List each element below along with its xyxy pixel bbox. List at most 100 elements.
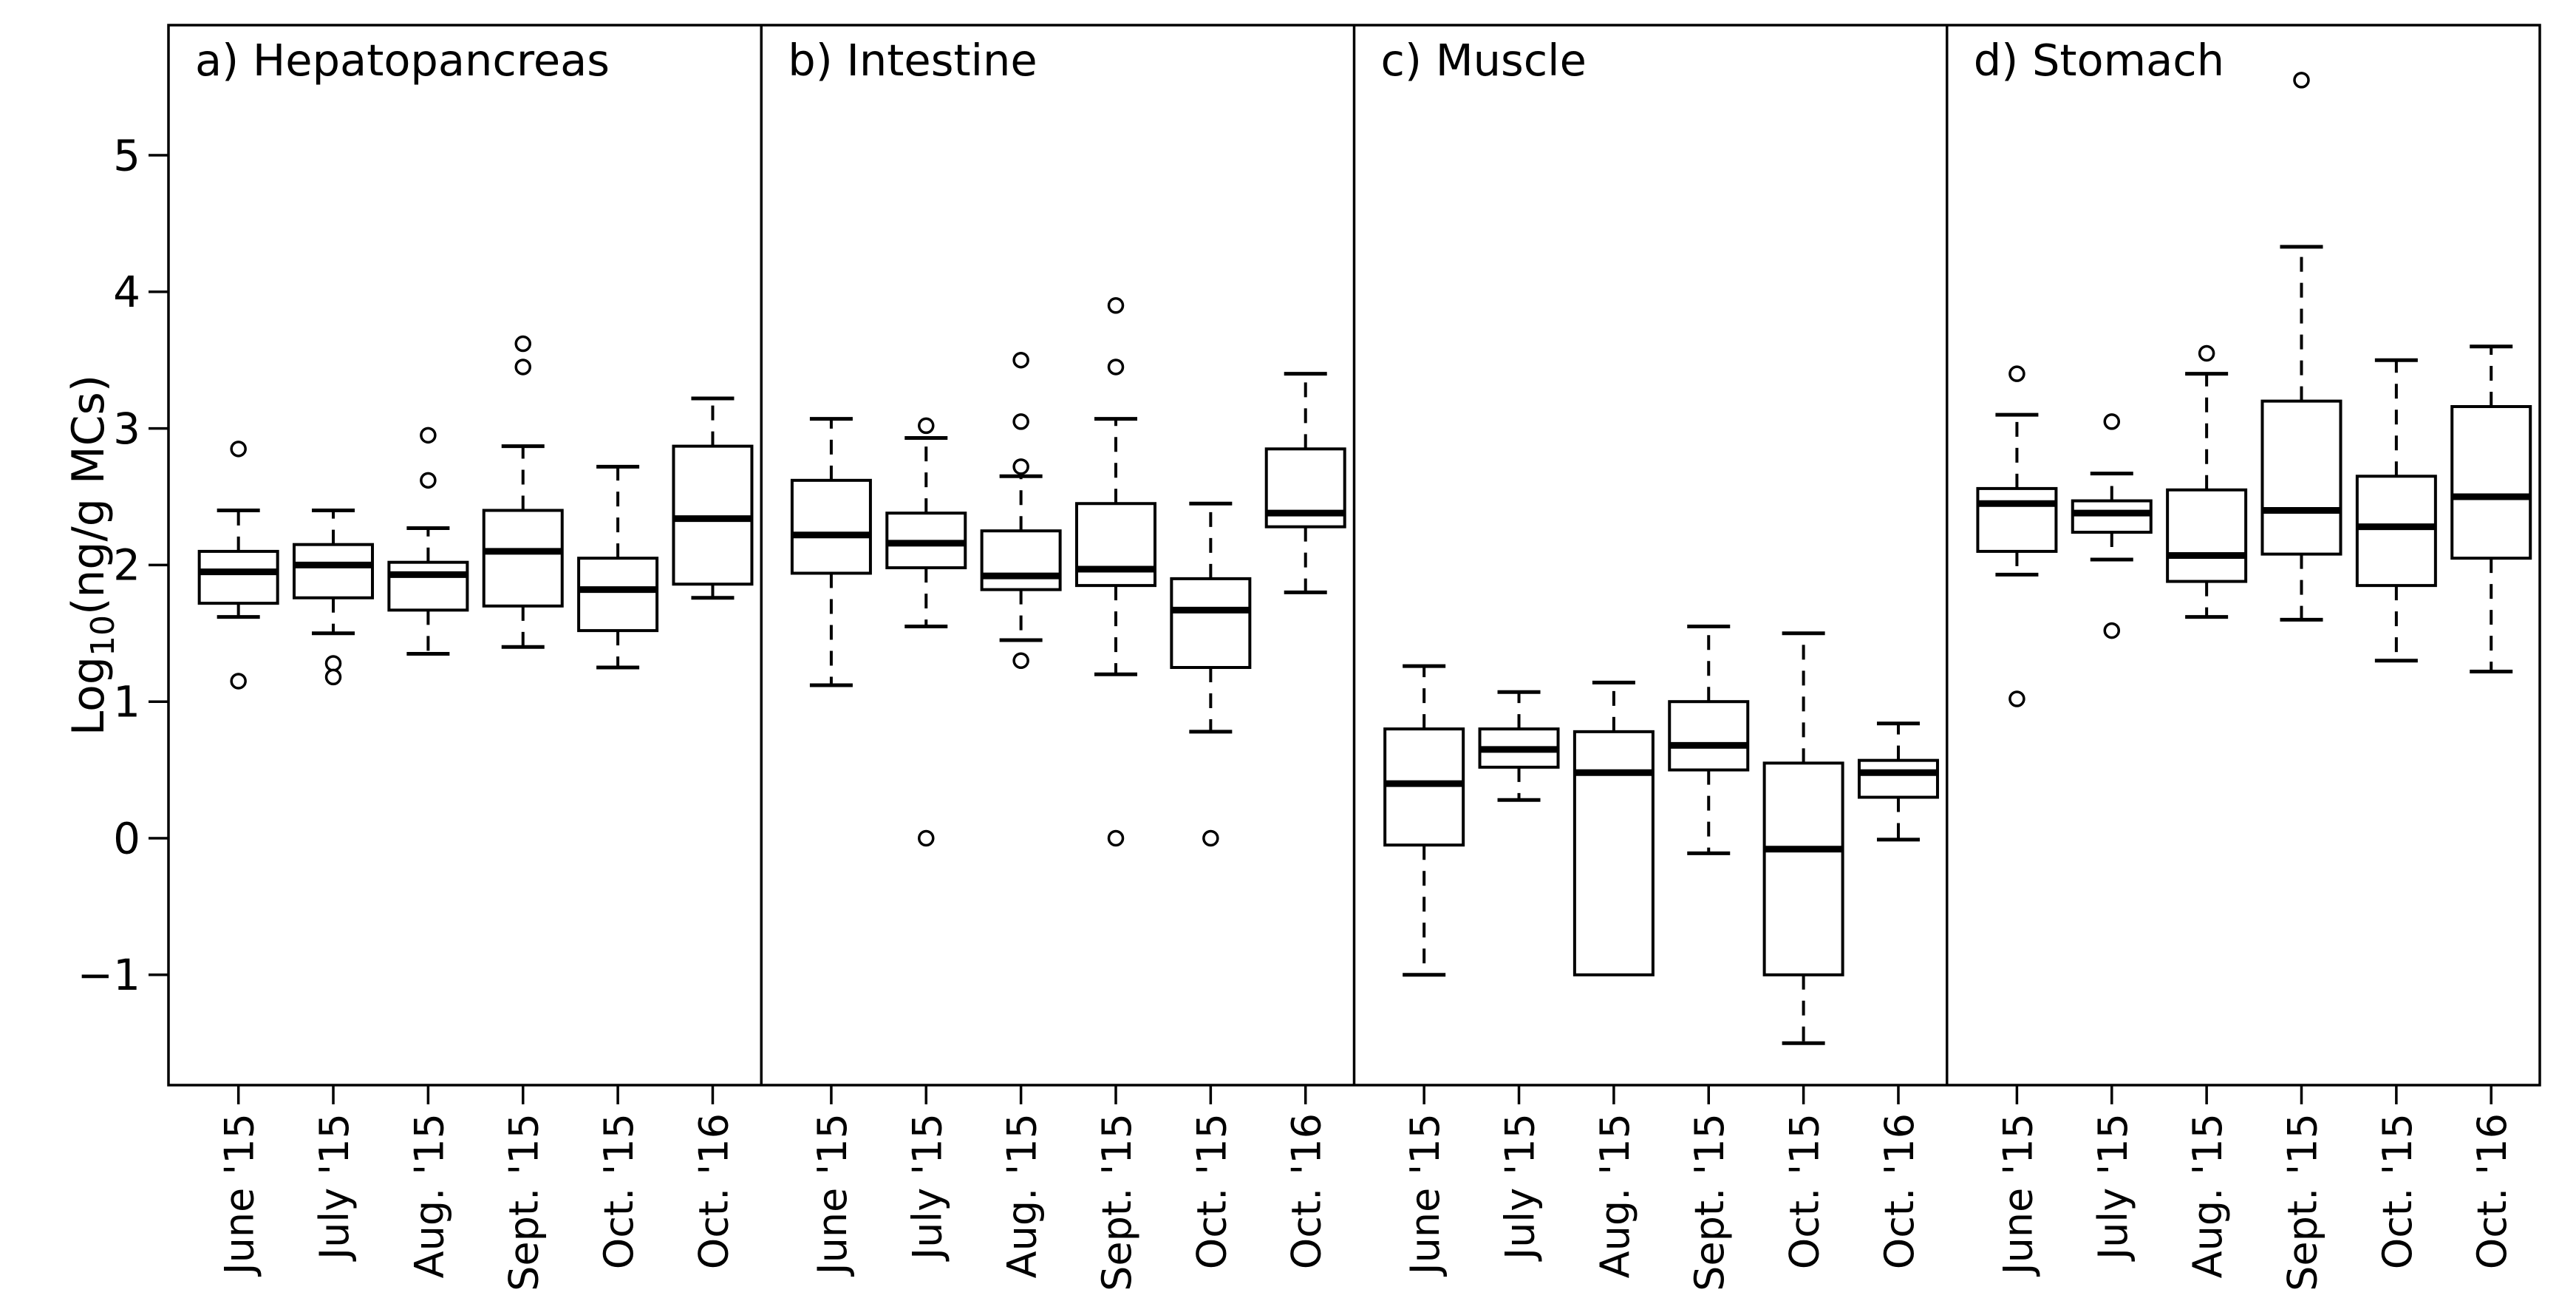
y-tick-label: 3 [113,404,140,454]
boxplot-c-1: June '15 [1383,664,1465,1277]
boxplot-b-2: July '15 [885,417,967,1262]
y-axis-title: Log10(ng/g MCs) [63,375,122,735]
box-iqr [1383,727,1465,847]
outlier-point [324,655,342,672]
x-tick-label: Aug. '15 [406,1113,452,1278]
outlier-point [2293,72,2310,89]
outlier-point [230,673,247,690]
boxplot-b-6: Oct. '16 [1264,372,1346,1269]
outlier-point [1012,652,1029,670]
boxplot-d-2: July '15 [2071,413,2153,1262]
x-tick-label: June '15 [1402,1113,1448,1277]
box-iqr [482,509,564,608]
panel-title: b) Intestine [788,35,1037,86]
box-iqr [1762,761,1844,976]
y-tick-label: 1 [113,677,140,727]
box-iqr [197,549,279,605]
outlier-point [420,427,437,444]
boxplot-c-2: July '15 [1478,690,1560,1262]
outlier-point [1012,351,1029,369]
x-tick-label: June '15 [1994,1113,2041,1277]
x-tick-label: Sept. '15 [2279,1113,2325,1291]
boxplot-a-6: Oct. '16 [672,396,754,1269]
panel-title: d) Stomach [1974,35,2224,86]
outlier-point [420,472,437,489]
outlier-point [1107,359,1125,376]
outlier-point [1012,413,1029,430]
box-iqr [577,557,659,633]
box-iqr [2450,405,2532,560]
outlier-point [1012,458,1029,475]
boxplot-d-1: June '15 [1976,365,2058,1277]
x-tick-label: Aug. '15 [1592,1113,1638,1278]
outlier-point [230,441,247,458]
boxplot-a-3: Aug. '15 [387,427,469,1278]
box-iqr [672,444,754,586]
x-tick-label: Sept. '15 [501,1113,548,1291]
x-tick-label: Oct. '16 [1284,1113,1330,1269]
boxplot-a-2: July '15 [293,508,375,1262]
x-tick-label: June '15 [809,1113,856,1277]
box-iqr [1572,730,1655,976]
x-tick-label: July '15 [1497,1113,1544,1262]
boxplot-c-3: Aug. '15 [1572,680,1655,1278]
panel-d: d) Stomach June '15 July '15 Aug. '15 Sept. … [1974,35,2532,1291]
x-tick-label: Oct. '16 [1876,1113,1923,1269]
x-tick-label: Oct. '15 [1188,1113,1235,1269]
boxplot-c-5: Oct. '15 [1762,631,1844,1269]
boxplot-a-5: Oct. '15 [577,464,659,1269]
boxplot-b-1: June '15 [790,417,872,1277]
x-tick-label: Oct. '16 [690,1113,737,1269]
y-tick-label: −1 [78,950,141,1000]
outlier-point [2008,690,2025,707]
box-iqr [790,478,872,575]
box-iqr [387,560,469,612]
x-tick-label: Oct. '16 [2469,1113,2515,1269]
outlier-point [1107,829,1125,847]
boxplot-d-3: Aug. '15 [2166,344,2248,1278]
panel-b: b) Intestine June '15 July '15 Aug. '15 Sept… [788,35,1346,1291]
x-tick-label: Aug. '15 [2184,1113,2231,1278]
outlier-point [918,417,935,435]
y-tick-label: 0 [113,813,140,863]
panel-title: a) Hepatopancreas [195,35,610,86]
box-iqr [1976,486,2058,553]
outlier-point [1202,829,1219,847]
x-tick-label: June '15 [217,1113,263,1277]
x-tick-label: July '15 [311,1113,358,1262]
x-tick-label: Aug. '15 [999,1113,1046,1278]
panel-c: c) Muscle June '15 July '15 Aug. '15 Sept. '… [1381,35,1939,1291]
boxplot-d-6: Oct. '16 [2450,344,2532,1269]
boxplot-d-5: Oct. '15 [2355,358,2437,1269]
boxplot-a-1: June '15 [197,441,279,1277]
x-tick-label: Oct. '15 [2374,1113,2421,1269]
outlier-point [2008,365,2025,382]
box-iqr [1074,502,1156,588]
box-iqr [2260,399,2342,556]
outlier-point [514,359,531,376]
y-tick-label: 5 [113,130,140,180]
boxplot-d-4: Sept. '15 [2260,72,2342,1291]
x-tick-label: July '15 [904,1113,950,1262]
y-tick-label: 2 [113,540,140,591]
box-iqr [2166,488,2248,583]
outlier-point [1107,297,1125,314]
panel-title: c) Muscle [1381,35,1587,86]
boxplot-b-5: Oct. '15 [1170,501,1252,1269]
outlier-point [918,829,935,847]
panel-a: a) Hepatopancreas June '15 July '15 Aug. '1… [195,35,754,1291]
box-iqr [1170,577,1252,670]
outlier-point [2103,622,2121,639]
x-tick-label: Oct. '15 [596,1113,642,1269]
outlier-point [2198,344,2215,362]
box-iqr [2355,475,2437,588]
x-tick-label: Sept. '15 [1094,1113,1140,1291]
box-iqr [1668,700,1750,772]
boxplot-c-4: Sept. '15 [1668,625,1750,1291]
boxplot-b-3: Aug. '15 [980,351,1062,1278]
boxplot-b-4: Sept. '15 [1074,297,1156,1291]
boxplot-a-4: Sept. '15 [482,335,564,1291]
box-iqr [1857,758,1939,799]
boxplot-c-6: Oct. '16 [1857,721,1939,1269]
